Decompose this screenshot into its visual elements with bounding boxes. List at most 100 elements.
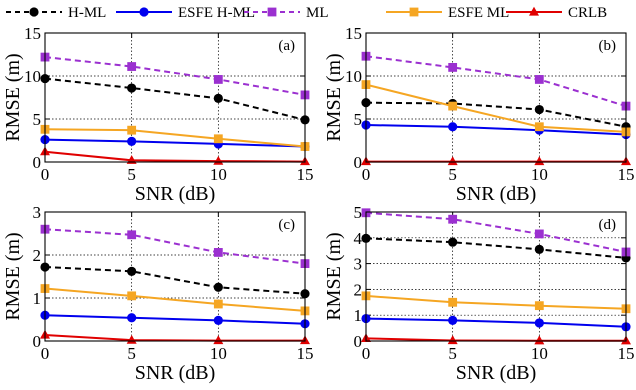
series-esfe-ml [40,284,310,316]
legend-entry-h-ml: H-ML [6,5,106,21]
data-point-ml [448,214,458,224]
y-axis-title: RMSE (m) [2,53,24,141]
y-tick-label: 3 [354,255,363,274]
series-crlb [40,329,310,345]
data-point-ml [534,229,544,239]
x-tick-label: 15 [297,344,314,363]
legend: H-ML ESFE H-ML ML ESFE ML CRLB [6,5,607,21]
x-tick-label: 0 [41,165,50,184]
x-axis-title: SNR (dB) [135,362,216,384]
series-crlb [361,333,631,345]
data-point-crlb [534,335,545,345]
data-point-h-ml [534,244,544,255]
y-tick-label: 2 [354,280,363,299]
legend-label: CRLB [568,5,607,21]
series-crlb [361,156,631,166]
legend-marker [139,7,149,17]
series-line-crlb [44,334,305,342]
x-tick-label: 5 [127,165,136,184]
series-line-ml [365,55,627,108]
data-point-crlb [447,335,458,345]
y-axis-title: RMSE (m) [323,53,345,141]
legend-entry-crlb: CRLB [506,5,607,21]
series-esfe-ml [361,291,631,314]
plot-frame [365,32,627,163]
data-point-esfe-h-ml [213,315,223,325]
x-axis-title: SNR (dB) [456,362,537,384]
series-esfe-ml [40,124,310,151]
data-point-h-ml [448,237,458,247]
series-line-ml [44,228,306,265]
data-point-ml [213,248,223,257]
x-tick-label: 10 [531,344,548,363]
panel-label: (b) [599,38,617,54]
legend-label: H-ML [68,5,106,21]
series-line-ml [44,56,306,96]
data-point-esfe-ml [213,134,223,144]
x-tick-label: 0 [362,344,371,363]
data-point-h-ml [127,83,137,93]
data-point-esfe-ml [534,301,544,311]
y-tick-label: 0 [354,153,363,172]
legend-entry-esfe-ml: ESFE ML [386,5,509,21]
data-point-h-ml [127,266,137,276]
legend-label: ESFE ML [448,5,509,21]
series-esfe-h-ml [40,135,310,152]
data-point-esfe-ml [213,299,223,309]
y-tick-label: 1 [354,306,363,325]
chart-panel-c: 0 5 10 15 0 1 2 3 (c) SNR (dB) RMSE (m) [2,203,314,384]
data-point-esfe-ml [127,125,137,135]
x-tick-label: 5 [127,344,136,363]
plot-frame [365,211,627,342]
plot-frame [44,32,306,163]
data-point-crlb [447,156,458,166]
data-point-h-ml [213,282,223,292]
y-tick-label: 5 [354,203,363,222]
legend-entry-ml: ML [244,5,329,21]
x-tick-label: 15 [618,344,635,363]
x-axis-title: SNR (dB) [135,183,216,205]
series-line-esfe-h-ml [365,124,627,136]
y-tick-label: 4 [354,229,363,248]
series-line-ml [365,211,627,253]
series-ml [40,224,310,268]
y-tick-label: 10 [24,67,41,86]
legend-marker [409,7,419,17]
series-h-ml [40,262,310,299]
series-esfe-h-ml [361,313,631,332]
y-axis-title: RMSE (m) [2,232,24,320]
y-tick-label: 1 [33,289,42,308]
series-line-esfe-ml [365,83,627,133]
x-tick-label: 10 [210,165,227,184]
y-tick-label: 3 [33,203,42,222]
data-point-esfe-ml [127,291,137,301]
y-tick-label: 0 [33,153,42,172]
panel-label: (c) [278,217,295,233]
series-line-h-ml [44,266,306,295]
series-line-h-ml [365,237,627,259]
x-tick-label: 0 [362,165,371,184]
y-tick-label: 0 [33,332,42,351]
chart-panel-a: 0 5 10 15 0 5 10 15 (a) SNR (dB) RMSE (m) [2,24,314,205]
data-point-esfe-ml [448,297,458,307]
x-tick-label: 5 [448,344,457,363]
panel-label: (d) [599,217,617,233]
series-line-esfe-ml [44,287,306,312]
data-point-esfe-h-ml [127,136,137,146]
data-point-crlb [213,335,224,345]
series-line-esfe-h-ml [365,317,627,328]
data-point-ml [127,230,137,240]
data-point-ml [127,62,137,71]
legend-entry-esfe-h-ml: ESFE H-ML [116,5,255,21]
x-tick-label: 10 [210,344,227,363]
x-axis-title: SNR (dB) [456,183,537,205]
series-ml [361,208,631,257]
series-line-crlb [365,337,626,342]
y-tick-label: 5 [354,110,363,129]
series-line-esfe-h-ml [44,314,306,325]
data-point-esfe-h-ml [448,122,458,132]
data-point-ml [534,75,544,84]
y-tick-label: 15 [345,24,362,43]
data-point-esfe-ml [448,101,458,111]
